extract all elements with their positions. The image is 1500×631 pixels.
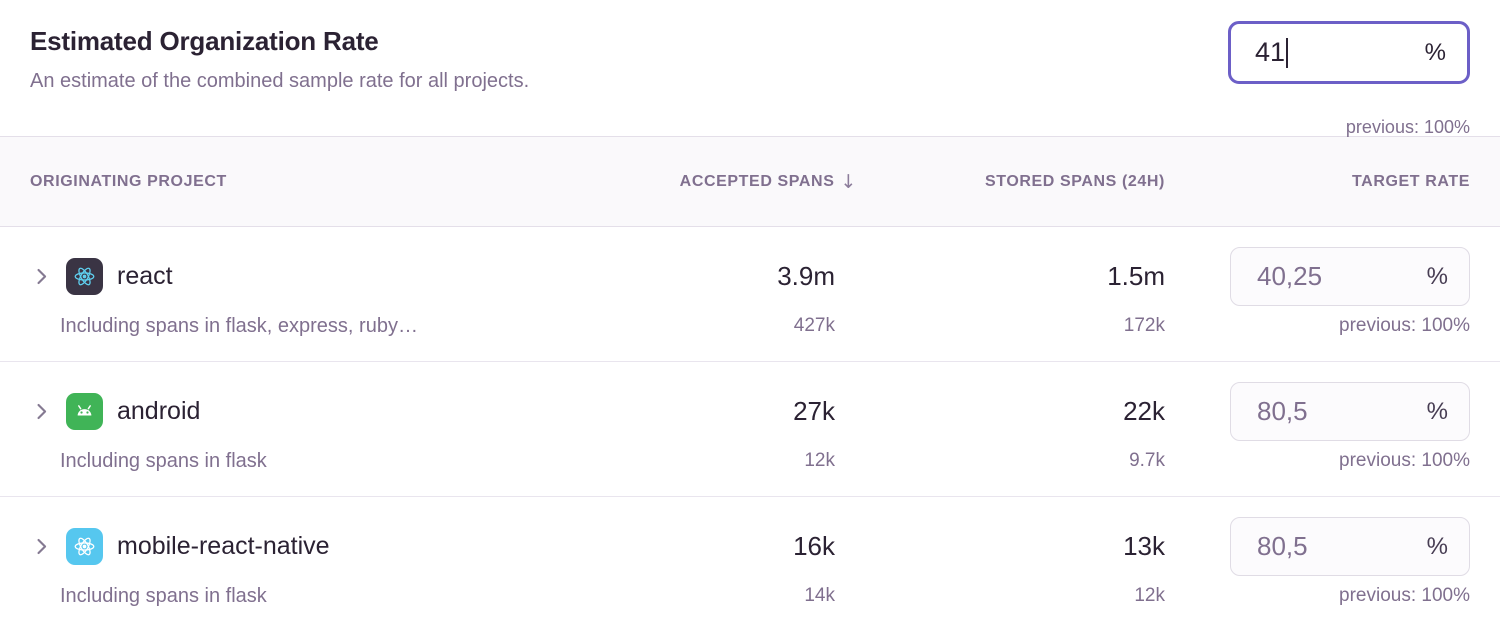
project-cell: react bbox=[30, 247, 535, 306]
expand-chevron-icon[interactable] bbox=[30, 401, 52, 423]
target-rate-previous: previous: 100% bbox=[1339, 450, 1470, 471]
page-title: Estimated Organization Rate bbox=[30, 26, 379, 56]
expand-chevron-icon[interactable] bbox=[30, 266, 52, 288]
org-rate-input[interactable]: 41 % bbox=[1228, 21, 1470, 84]
org-rate-value: 41 bbox=[1255, 37, 1286, 67]
column-header-target-rate: Target Rate bbox=[1352, 172, 1470, 190]
expand-chevron-icon[interactable] bbox=[30, 536, 52, 558]
table-row: android 27k 22k 80,5 % Including spans i… bbox=[0, 362, 1500, 497]
project-name[interactable]: mobile-react-native bbox=[117, 532, 330, 560]
accepted-spans-value: 3.9m bbox=[777, 261, 835, 291]
target-rate-input[interactable]: 80,5 % bbox=[1230, 382, 1470, 441]
target-rate-cell: 80,5 % bbox=[1165, 517, 1470, 576]
accepted-spans-value: 27k bbox=[793, 396, 835, 426]
react-icon bbox=[66, 258, 103, 295]
stored-spans-value: 1.5m bbox=[1107, 261, 1165, 291]
column-header-originating-project: Originating Project bbox=[30, 172, 227, 190]
stored-spans-sub: 172k bbox=[1123, 315, 1165, 336]
react-native-icon bbox=[66, 528, 103, 565]
project-note: Including spans in flask bbox=[60, 450, 267, 472]
accepted-spans-sub: 12k bbox=[804, 450, 835, 471]
column-header-stored-spans[interactable]: Stored Spans (24h) bbox=[984, 172, 1165, 190]
stored-spans-sub: 12k bbox=[1134, 585, 1165, 606]
table-row: react 3.9m 1.5m 40,25 % Including spans … bbox=[0, 227, 1500, 362]
percent-suffix: % bbox=[1424, 38, 1446, 66]
stored-spans-sub: 9.7k bbox=[1129, 450, 1165, 471]
table-header: Originating Project Accepted Spans ↓ Sto… bbox=[0, 136, 1500, 227]
sort-descending-icon: ↓ bbox=[840, 170, 857, 193]
accepted-spans-sub: 427k bbox=[793, 315, 835, 336]
percent-suffix: % bbox=[1426, 397, 1448, 425]
target-rate-cell: 80,5 % bbox=[1165, 382, 1470, 441]
percent-suffix: % bbox=[1426, 532, 1448, 560]
column-header-accepted-spans[interactable]: Accepted Spans ↓ bbox=[679, 170, 857, 193]
project-cell: mobile-react-native bbox=[30, 517, 535, 576]
text-caret bbox=[1286, 37, 1289, 68]
target-rate-previous: previous: 100% bbox=[1339, 585, 1470, 606]
project-name[interactable]: android bbox=[117, 397, 201, 425]
stored-spans-value: 22k bbox=[1123, 396, 1165, 426]
project-note: Including spans in flask bbox=[60, 585, 267, 607]
percent-suffix: % bbox=[1426, 262, 1448, 290]
estimated-org-rate-panel: Estimated Organization Rate An estimate … bbox=[0, 0, 1500, 137]
target-rate-input[interactable]: 80,5 % bbox=[1230, 517, 1470, 576]
accepted-spans-value: 16k bbox=[793, 531, 835, 561]
page-subtitle: An estimate of the combined sample rate … bbox=[30, 70, 530, 92]
project-cell: android bbox=[30, 382, 535, 441]
target-rate-previous: previous: 100% bbox=[1339, 315, 1470, 336]
project-name[interactable]: react bbox=[117, 262, 173, 290]
org-rate-previous: previous: 100% bbox=[1345, 117, 1470, 137]
table-row: mobile-react-native 16k 13k 80,5 % Inclu… bbox=[0, 497, 1500, 631]
stored-spans-value: 13k bbox=[1123, 531, 1165, 561]
target-rate-input[interactable]: 40,25 % bbox=[1230, 247, 1470, 306]
accepted-spans-sub: 14k bbox=[804, 585, 835, 606]
project-note: Including spans in flask, express, ruby… bbox=[60, 315, 418, 337]
android-icon bbox=[66, 393, 103, 430]
org-rate-input-group: 41 % previous: 100% bbox=[1228, 21, 1470, 137]
target-rate-cell: 40,25 % bbox=[1165, 247, 1470, 306]
